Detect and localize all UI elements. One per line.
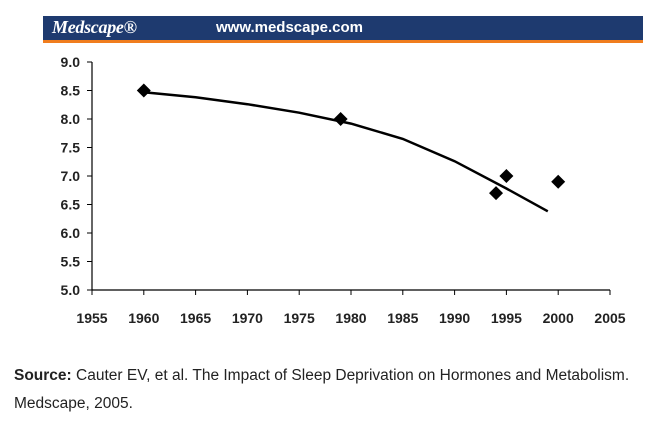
x-tick-label: 1980	[335, 310, 366, 326]
x-tick-label: 1955	[76, 310, 107, 326]
data-points	[136, 83, 566, 201]
x-tick-label: 2000	[543, 310, 574, 326]
banner-accent-strip	[43, 40, 643, 43]
y-tick-label: 8.5	[61, 83, 81, 99]
data-point-diamond	[136, 83, 151, 98]
x-tick-label: 1960	[128, 310, 159, 326]
site-url: www.medscape.com	[216, 19, 363, 36]
x-tick-label: 1990	[439, 310, 470, 326]
data-point-diamond	[551, 174, 566, 189]
x-tick-label: 1965	[180, 310, 211, 326]
source-text: Cauter EV, et al. The Impact of Sleep De…	[14, 367, 630, 412]
x-axis-ticks: 1955 1960 1965 1970 1975 1980 1985 1990 1995 2000…	[76, 290, 626, 326]
data-point-diamond	[333, 112, 348, 126]
y-tick-label: 6.5	[61, 197, 81, 213]
x-tick-label: 1975	[284, 310, 315, 326]
trend-line	[143, 90, 549, 213]
sleep-duration-chart: 5.0 5.5 6.0 6.5 7.0 7.5 8.0 8.5 9.0 1955 1960 1965…	[61, 54, 626, 326]
x-tick-label: 2005	[594, 310, 625, 326]
medscape-banner	[43, 16, 643, 40]
y-tick-label: 5.5	[61, 254, 81, 270]
x-tick-label: 1985	[387, 310, 418, 326]
x-tick-label: 1970	[232, 310, 263, 326]
y-tick-label: 6.0	[61, 225, 81, 241]
data-point-diamond	[489, 186, 504, 201]
x-tick-label: 1995	[491, 310, 522, 326]
y-tick-label: 7.0	[61, 168, 81, 184]
y-tick-label: 9.0	[61, 54, 81, 70]
y-tick-label: 7.5	[61, 140, 81, 156]
y-tick-label: 5.0	[61, 282, 81, 298]
y-tick-label: 8.0	[61, 111, 81, 127]
chart-axes	[91, 62, 610, 291]
medscape-logo: Medscape®	[52, 17, 137, 37]
data-point-diamond	[499, 169, 514, 183]
source-citation: Source: Cauter EV, et al. The Impact of …	[14, 362, 654, 418]
y-axis-ticks: 5.0 5.5 6.0 6.5 7.0 7.5 8.0 8.5 9.0	[61, 54, 92, 298]
source-label: Source:	[14, 367, 72, 384]
